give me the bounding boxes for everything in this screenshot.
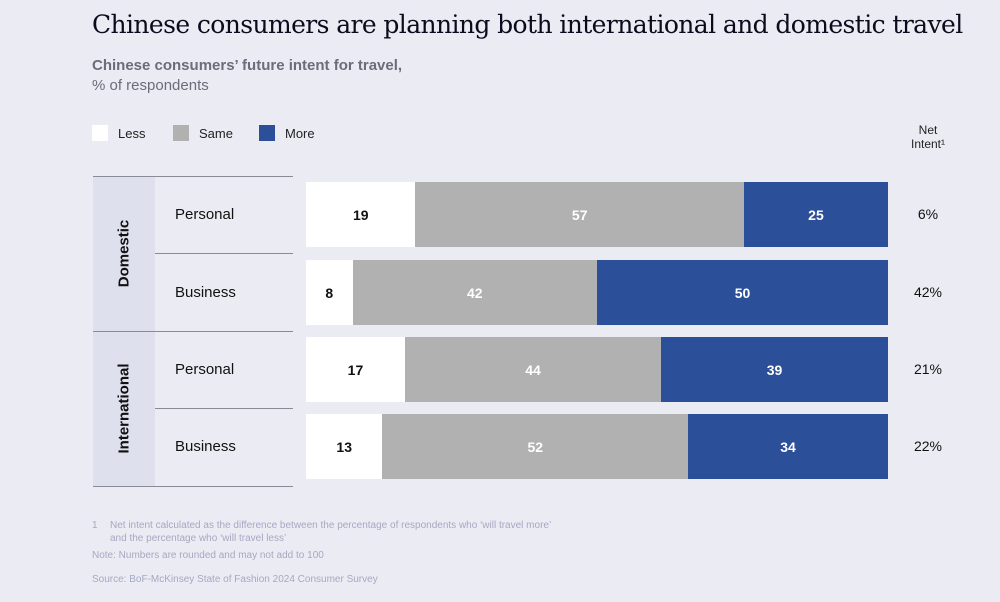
row-label: Business — [175, 284, 236, 301]
chart-subtitle: Chinese consumers’ future intent for tra… — [92, 57, 403, 74]
row-label: Business — [175, 438, 236, 455]
source: Source: BoF-McKinsey State of Fashion 20… — [92, 574, 378, 585]
bar-segment-same: 42 — [352, 260, 597, 325]
footnote-number: 1 — [92, 520, 98, 531]
bar-segment-less: 13 — [306, 414, 383, 479]
legend-same: Same — [173, 125, 233, 141]
data-label: 57 — [571, 206, 588, 223]
net-header-line: Intent¹ — [910, 137, 946, 151]
group-domestic: Domestic — [93, 176, 155, 331]
bar-segment-more: 50 — [597, 260, 888, 325]
data-label: 52 — [527, 438, 544, 455]
row-label: Personal — [175, 206, 235, 223]
divider — [93, 486, 293, 487]
divider — [93, 331, 293, 332]
bar-segment-more: 25 — [743, 182, 888, 247]
data-label: 17 — [347, 361, 364, 378]
chart-title: Chinese consumers are planning both inte… — [92, 10, 963, 39]
legend-less: Less — [92, 125, 145, 141]
group-label: International — [115, 363, 133, 454]
divider — [93, 176, 293, 177]
net-intent-header: Net Intent¹ — [900, 123, 956, 151]
footnote-1a: Net intent calculated as the difference … — [110, 520, 552, 531]
legend-swatch-same — [173, 125, 189, 141]
data-label: 25 — [808, 206, 824, 223]
net-intent-value: 6% — [917, 206, 939, 222]
data-label: 13 — [336, 438, 352, 455]
group-domestic-bg — [93, 176, 155, 331]
divider — [155, 253, 293, 254]
legend-swatch-more — [259, 125, 275, 141]
chart-unit: % of respondents — [92, 77, 209, 94]
group-international: International — [93, 331, 155, 486]
legend-label: Less — [118, 125, 146, 141]
group-label: Domestic — [115, 219, 133, 288]
row-label: Personal — [175, 361, 235, 378]
bar-segment-less: 19 — [306, 182, 416, 247]
bar-segment-more: 34 — [688, 414, 888, 479]
legend-label: Same — [199, 125, 233, 141]
data-label: 39 — [766, 361, 783, 378]
footnote-1b: and the percentage who ‘will travel less… — [110, 533, 287, 544]
legend-swatch-less — [92, 125, 108, 141]
bar-segment-same: 44 — [404, 337, 662, 402]
net-intent-value: 42% — [913, 284, 943, 300]
bar-segment-same: 57 — [415, 182, 744, 247]
divider — [155, 408, 293, 409]
data-label: 50 — [734, 284, 751, 301]
bar-segment-more: 39 — [661, 337, 888, 402]
data-label: 42 — [466, 284, 483, 301]
legend-label: More — [285, 125, 315, 141]
net-header-line: Net — [918, 123, 938, 137]
data-label: 8 — [325, 284, 334, 301]
note: Note: Numbers are rounded and may not ad… — [92, 550, 324, 561]
net-intent-value: 22% — [913, 438, 943, 454]
data-label: 44 — [525, 361, 541, 378]
group-international-bg — [93, 331, 155, 486]
bar-segment-less: 17 — [306, 337, 405, 402]
bar-segment-less: 8 — [306, 260, 353, 325]
bar-segment-same: 52 — [382, 414, 689, 479]
net-intent-value: 21% — [913, 361, 943, 377]
legend-more: More — [259, 125, 315, 141]
data-label: 19 — [352, 206, 369, 223]
data-label: 34 — [780, 438, 796, 455]
